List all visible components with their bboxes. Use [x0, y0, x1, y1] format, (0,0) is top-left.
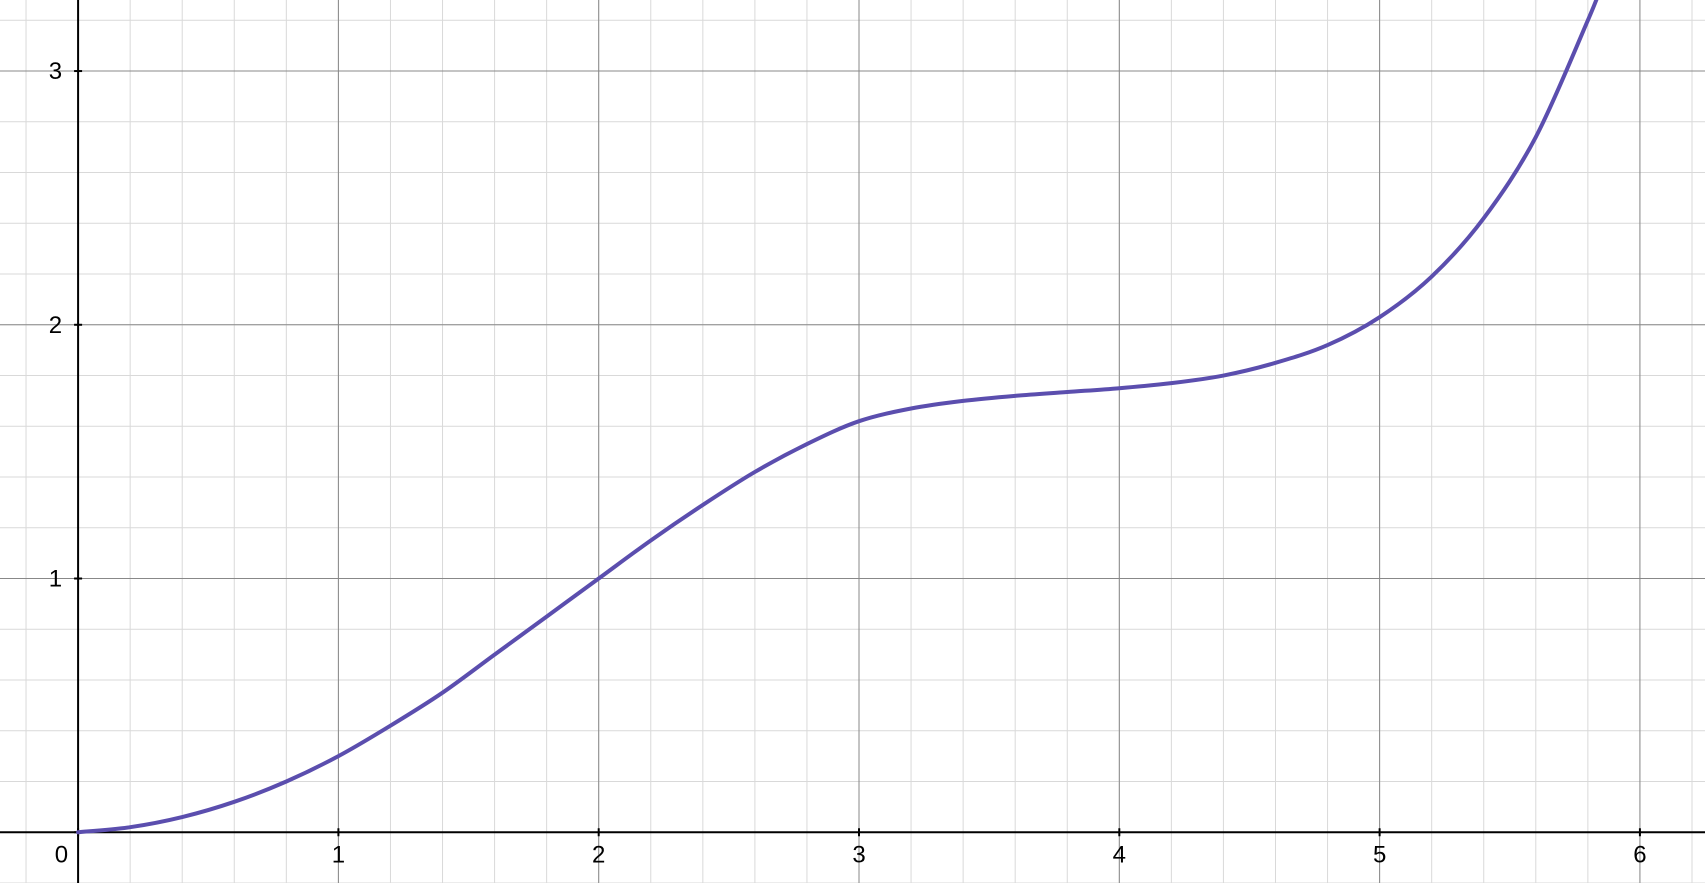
y-tick-label: 1 — [49, 566, 62, 593]
x-tick-label: 4 — [1113, 841, 1126, 868]
y-tick-label: 2 — [49, 312, 62, 339]
x-tick-label: 1 — [332, 841, 345, 868]
x-tick-label: 5 — [1373, 841, 1386, 868]
chart-svg: 0 1 2 3 4 5 6 1 2 3 — [0, 0, 1705, 883]
x-tick-label: 6 — [1633, 841, 1646, 868]
y-tick-label: 3 — [49, 58, 62, 85]
line-chart: 0 1 2 3 4 5 6 1 2 3 — [0, 0, 1705, 883]
x-tick-label: 0 — [55, 841, 68, 868]
x-tick-label: 2 — [592, 841, 605, 868]
x-tick-label: 3 — [852, 841, 865, 868]
